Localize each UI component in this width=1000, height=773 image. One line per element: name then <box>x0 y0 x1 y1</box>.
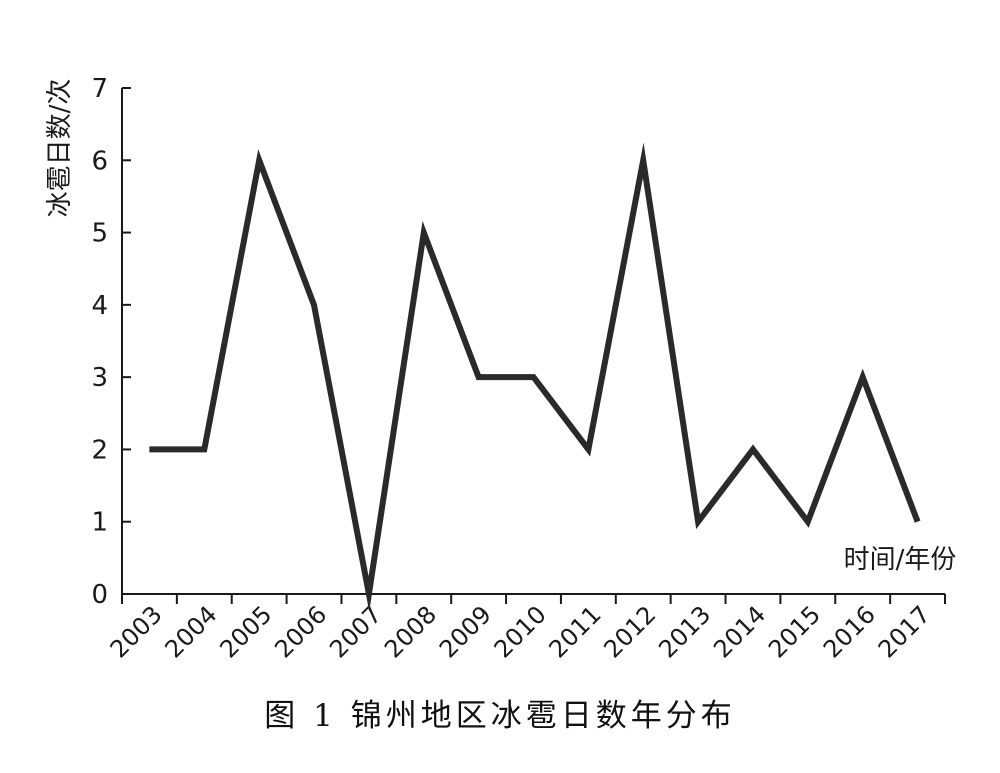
y-tick-label: 2 <box>91 435 108 465</box>
axes <box>121 88 945 595</box>
y-tick-label: 3 <box>91 363 108 393</box>
series-layer <box>149 142 921 612</box>
x-tick-label: 2006 <box>269 600 332 663</box>
y-tick-label: 5 <box>91 219 108 249</box>
x-tick-label: 2017 <box>873 600 936 663</box>
y-tick-label: 1 <box>91 508 108 538</box>
x-tick-label: 2012 <box>598 600 661 663</box>
x-tick-label: 2015 <box>763 600 826 663</box>
x-tick-label: 2009 <box>434 600 497 663</box>
x-tick-label: 2004 <box>160 600 223 663</box>
x-tick-label: 2010 <box>489 600 552 663</box>
chart-title: 图 1 锦州地区冰雹日数年分布 <box>264 698 736 734</box>
x-tick-label: 2013 <box>653 600 716 663</box>
x-tick-label: 2003 <box>105 600 168 663</box>
x-axis-ticks: 2003200420052006200720082009201020112012… <box>105 594 946 663</box>
y-tick-label: 0 <box>91 580 108 610</box>
y-tick-label: 6 <box>91 146 108 176</box>
y-tick-label: 7 <box>91 74 108 104</box>
x-tick-label: 2007 <box>324 600 387 663</box>
x-tick-label: 2005 <box>214 600 277 663</box>
y-axis-label: 冰雹日数/次 <box>45 79 75 218</box>
x-tick-label: 2011 <box>544 600 607 663</box>
x-tick-label: 2014 <box>708 600 771 663</box>
y-axis-ticks: 0 1 2 3 4 5 6 7 <box>91 74 131 610</box>
x-tick-label: 2008 <box>379 600 442 663</box>
y-tick-label: 4 <box>91 291 108 321</box>
x-axis-label: 时间/年份 <box>844 545 957 575</box>
x-tick-label: 2016 <box>818 600 881 663</box>
